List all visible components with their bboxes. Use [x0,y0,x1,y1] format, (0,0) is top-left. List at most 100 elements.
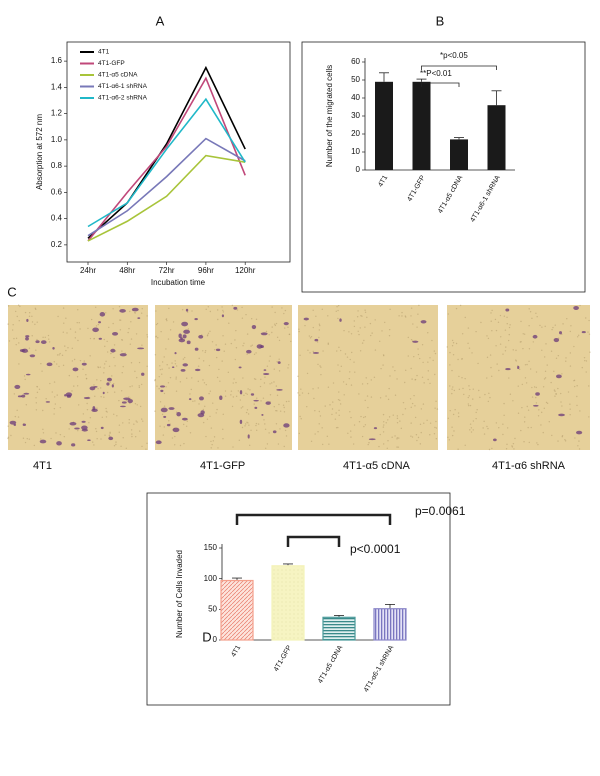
pore [146,442,148,445]
pore [169,329,172,331]
cell [172,427,180,433]
pore [263,419,265,421]
pore [179,381,182,383]
pore [339,399,341,402]
pore [364,416,367,418]
pore [104,434,106,436]
bar [412,81,431,170]
pore [298,330,300,333]
x-tick-label: 72hr [159,266,175,275]
pore [131,433,133,435]
pore [275,423,278,425]
pore [577,445,579,447]
pore [523,441,525,443]
pore [410,315,412,317]
pore [527,409,530,411]
pore [373,376,376,379]
cell [9,420,17,425]
pore [350,333,353,335]
cell [239,419,243,425]
pore [508,333,510,336]
pore [63,322,65,324]
significance-bracket [235,513,392,525]
pore [337,398,340,401]
pore [536,442,538,444]
pore [554,390,556,392]
pore [350,384,353,386]
pore [278,403,280,406]
pore [421,344,424,346]
pore [198,403,200,405]
pore [336,305,338,308]
pore [343,394,345,396]
x-tick-label: 4T1 [377,174,389,188]
pore [59,352,61,355]
pore [530,426,532,429]
pore [222,309,224,312]
pore [215,344,217,346]
pore [389,308,391,311]
pore [320,373,322,376]
pore [161,413,164,416]
pore [434,426,436,429]
pore [245,411,248,414]
pore [543,407,546,409]
pore [232,382,234,384]
series-line [87,65,246,239]
pore [219,380,221,382]
pore [95,430,98,433]
x-tick-label: 4T1-α5 cDNA [317,644,345,685]
pore [285,435,288,437]
pore [204,405,206,408]
pore [423,422,425,424]
pore [569,414,571,416]
pore [426,419,428,421]
y-tick-label: 0.4 [51,214,63,223]
pore [202,379,204,381]
pore [211,341,214,343]
pore [114,365,116,367]
pore [141,307,143,310]
pore [560,401,562,403]
pore [10,434,12,437]
pore [475,330,477,333]
pore [16,315,18,318]
pore [329,404,331,406]
pore [508,326,511,329]
pore [95,325,98,327]
pore [222,335,224,337]
pore [15,343,17,346]
series-line [87,137,246,237]
pore [181,309,184,311]
pore [113,445,116,447]
pore [508,377,510,379]
pore [314,433,316,435]
pore [7,437,9,440]
pore [85,377,88,380]
pore [404,408,407,410]
pore [496,363,498,365]
pore [246,421,248,424]
cell [163,415,167,418]
pore [35,402,38,404]
pore [59,406,62,409]
pore [109,381,111,383]
pore [239,399,242,401]
pore [255,422,258,425]
pore [335,412,337,414]
pore [274,323,276,325]
pore [361,383,364,385]
pore [119,329,122,331]
pore [503,315,506,317]
cell [160,385,165,388]
cell [198,335,204,339]
pore [531,317,533,320]
pore [451,392,453,395]
pore [106,351,109,353]
pore [576,404,578,407]
pore [42,432,45,434]
pore [382,431,385,433]
pore [413,394,415,397]
pore [71,347,73,350]
pore [268,334,270,336]
